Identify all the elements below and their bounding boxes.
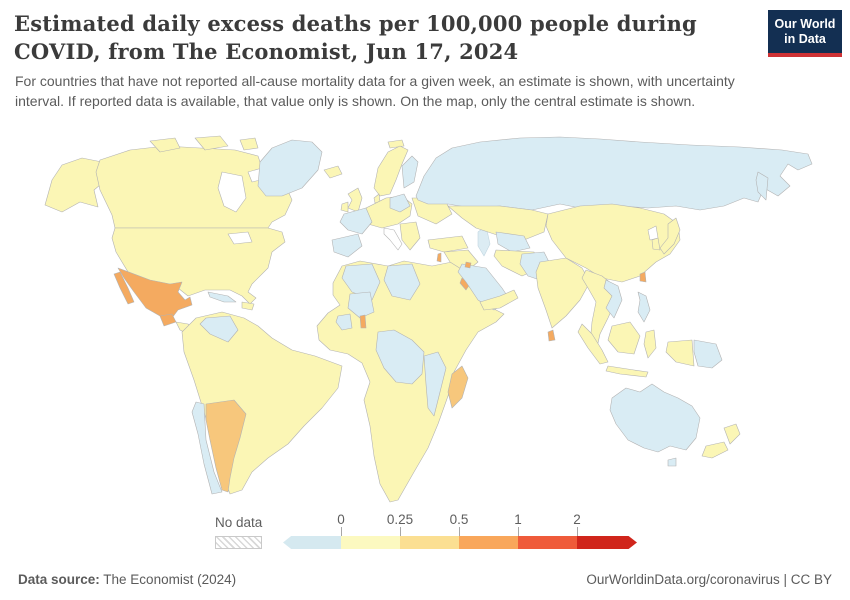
country-indonesia-sulawesi[interactable]	[643, 329, 657, 359]
country-libya[interactable]	[383, 263, 421, 301]
country-russia[interactable]	[415, 136, 813, 211]
license-label: CC BY	[790, 572, 832, 587]
country-papua-new-guinea[interactable]	[693, 339, 723, 369]
footer-separator: |	[779, 572, 791, 587]
footer-right: OurWorldinData.org/coronavirus | CC BY	[586, 572, 832, 587]
country-argentina[interactable]	[205, 399, 247, 493]
country-mexico[interactable]	[117, 267, 193, 319]
owid-logo-line1: Our World	[774, 17, 836, 31]
country-chile[interactable]	[191, 401, 223, 495]
country-venezuela[interactable]	[199, 315, 239, 343]
hudson-bay	[217, 171, 247, 213]
great-lakes	[227, 231, 253, 245]
data-source-label: Data source:	[18, 572, 100, 587]
country-tasmania[interactable]	[667, 457, 677, 467]
country-turkmenistan-uzbekistan[interactable]	[495, 231, 531, 253]
footer: Data source: The Economist (2024) OurWor…	[18, 572, 832, 587]
country-indonesia-west-papua[interactable]	[665, 339, 695, 367]
legend-tick-2	[577, 527, 578, 536]
country-benin[interactable]	[359, 314, 367, 329]
legend-segment-0-025[interactable]	[341, 536, 400, 549]
country-turkey[interactable]	[427, 235, 469, 253]
country-greenland[interactable]	[257, 139, 323, 197]
country-india[interactable]	[535, 257, 591, 329]
legend-tick-0	[341, 527, 342, 536]
country-arctic-islands[interactable]	[149, 137, 181, 153]
country-sri-lanka[interactable]	[547, 329, 556, 342]
world-choropleth-map	[44, 135, 813, 503]
legend-color-bar	[283, 536, 637, 549]
legend-no-data-swatch[interactable]	[215, 536, 262, 549]
country-arctic-islands[interactable]	[194, 135, 229, 151]
region-balkans[interactable]	[399, 221, 421, 251]
country-kazakhstan[interactable]	[447, 205, 549, 241]
country-cuba[interactable]	[207, 291, 237, 303]
country-japan[interactable]	[659, 217, 681, 255]
legend-segment-025-05[interactable]	[400, 536, 459, 549]
country-philippines[interactable]	[637, 291, 651, 323]
country-uk[interactable]	[347, 187, 363, 213]
country-australia[interactable]	[609, 383, 701, 453]
country-indonesia-sumatra[interactable]	[577, 323, 609, 365]
country-madagascar[interactable]	[447, 365, 469, 409]
country-indonesia-borneo[interactable]	[607, 321, 641, 355]
legend-tick-label-025: 0.25	[386, 512, 414, 527]
country-tanzania-mozambique[interactable]	[423, 351, 447, 417]
country-finland[interactable]	[401, 155, 419, 189]
legend-tick-label-2: 2	[573, 512, 581, 527]
region-central-africa[interactable]	[375, 329, 425, 385]
country-norway-sweden[interactable]	[373, 145, 409, 197]
page-title: Estimated daily excess deaths per 100,00…	[14, 11, 697, 64]
legend-segment-1-2[interactable]	[518, 536, 577, 549]
legend-tick-label-05: 0.5	[449, 512, 469, 527]
country-new-zealand-south[interactable]	[701, 441, 729, 459]
country-israel[interactable]	[436, 252, 442, 263]
legend-no-data-label: No data	[215, 515, 263, 530]
country-italy[interactable]	[383, 227, 403, 251]
country-iberia[interactable]	[331, 233, 363, 258]
country-alaska[interactable]	[44, 157, 107, 213]
data-source-value: The Economist (2024)	[99, 572, 237, 587]
country-russia-kamchatka[interactable]	[755, 171, 769, 201]
legend-tick-025	[400, 527, 401, 536]
legend-segment-below-0[interactable]	[283, 536, 341, 549]
owid-logo-line2: in Data	[784, 32, 826, 46]
country-south-korea[interactable]	[651, 237, 661, 251]
country-new-zealand-north[interactable]	[723, 423, 741, 445]
country-algeria[interactable]	[341, 263, 381, 301]
country-mexico-baja[interactable]	[113, 271, 135, 305]
country-poland[interactable]	[389, 193, 411, 213]
country-france[interactable]	[339, 207, 373, 235]
data-source-note: Data source: The Economist (2024)	[18, 572, 236, 587]
country-taiwan[interactable]	[639, 271, 647, 283]
country-kuwait[interactable]	[464, 261, 472, 269]
country-vietnam[interactable]	[603, 279, 623, 319]
country-hispaniola[interactable]	[241, 301, 255, 311]
owid-logo[interactable]: Our World in Data	[768, 10, 842, 57]
legend-tick-label-1: 1	[514, 512, 522, 527]
legend-tick-05	[459, 527, 460, 536]
country-ireland[interactable]	[340, 201, 349, 213]
country-cote-divoire[interactable]	[335, 313, 353, 331]
legend-tick-label-0: 0	[337, 512, 345, 527]
legend-tick-1	[518, 527, 519, 536]
country-mali[interactable]	[347, 291, 375, 319]
legend-segment-above-2[interactable]	[577, 536, 637, 549]
country-yemen-oman[interactable]	[479, 289, 519, 311]
country-indonesia-java[interactable]	[605, 365, 649, 378]
country-iceland[interactable]	[323, 165, 343, 179]
legend-segment-05-1[interactable]	[459, 536, 518, 549]
chart-subtitle: For countries that have not reported all…	[15, 73, 735, 109]
owid-url-link[interactable]: OurWorldinData.org/coronavirus	[586, 572, 780, 587]
country-china[interactable]	[545, 203, 681, 283]
country-arctic-islands[interactable]	[239, 137, 259, 151]
